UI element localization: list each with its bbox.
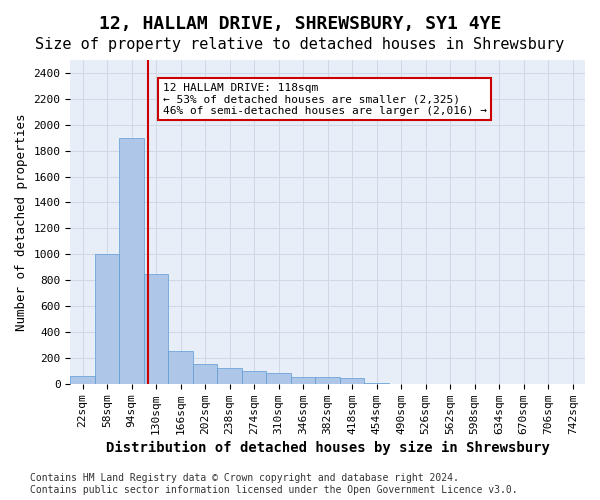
Bar [291,377,316,384]
Text: 12, HALLAM DRIVE, SHREWSBURY, SY1 4YE: 12, HALLAM DRIVE, SHREWSBURY, SY1 4YE [99,15,501,33]
Bar [217,368,242,384]
Bar [144,274,169,384]
Bar [242,370,266,384]
Bar [169,352,193,384]
Bar [340,378,364,384]
Bar [316,377,340,384]
X-axis label: Distribution of detached houses by size in Shrewsbury: Distribution of detached houses by size … [106,441,550,455]
Text: 12 HALLAM DRIVE: 118sqm
← 53% of detached houses are smaller (2,325)
46% of semi: 12 HALLAM DRIVE: 118sqm ← 53% of detache… [163,82,487,116]
Text: Size of property relative to detached houses in Shrewsbury: Size of property relative to detached ho… [35,38,565,52]
Y-axis label: Number of detached properties: Number of detached properties [15,113,28,330]
Bar [119,138,144,384]
Bar [193,364,217,384]
Bar [364,383,389,384]
Text: Contains HM Land Registry data © Crown copyright and database right 2024.
Contai: Contains HM Land Registry data © Crown c… [30,474,518,495]
Bar [266,372,291,384]
Bar [70,376,95,384]
Bar [95,254,119,384]
